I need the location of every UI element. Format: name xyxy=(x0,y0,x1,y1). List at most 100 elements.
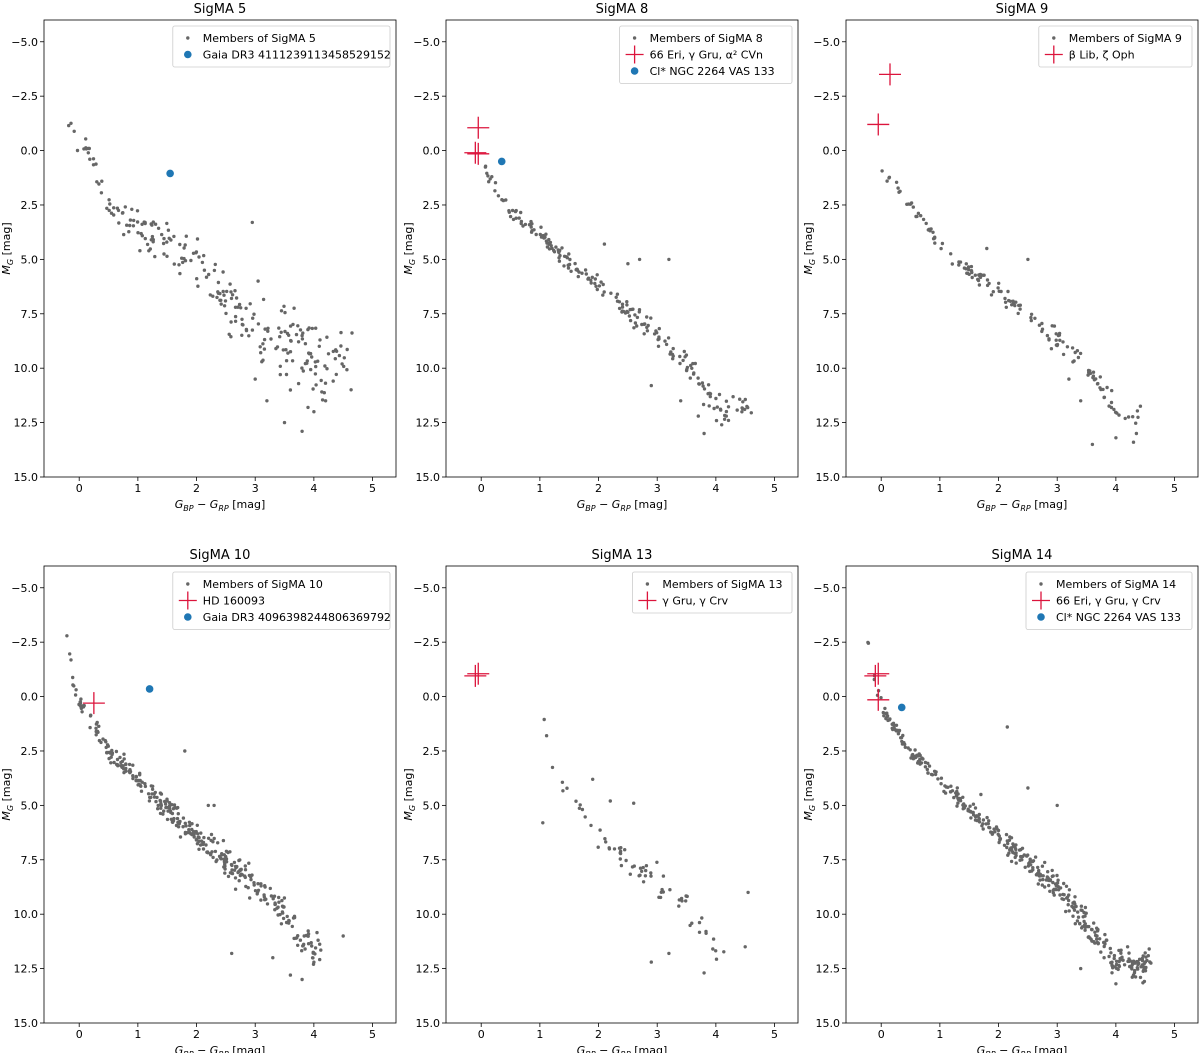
member-star xyxy=(323,364,327,368)
member-star xyxy=(172,234,176,239)
member-star xyxy=(209,853,213,857)
member-star xyxy=(1112,956,1116,961)
member-star xyxy=(1114,982,1118,986)
member-star xyxy=(630,865,635,869)
member-star xyxy=(250,220,254,225)
member-star xyxy=(134,775,138,779)
member-star xyxy=(122,232,126,237)
member-star xyxy=(523,222,528,227)
member-star xyxy=(534,232,538,237)
member-star xyxy=(161,812,165,816)
member-star xyxy=(933,772,938,777)
member-star xyxy=(95,720,99,725)
member-star xyxy=(280,898,284,903)
x-tick-label: 4 xyxy=(310,1028,317,1041)
member-star xyxy=(175,816,180,821)
member-star xyxy=(956,801,960,805)
member-star xyxy=(637,310,641,314)
member-star xyxy=(591,777,595,781)
member-star xyxy=(989,830,993,834)
member-star xyxy=(1026,864,1031,868)
member-star xyxy=(1126,415,1131,419)
member-star xyxy=(97,738,102,743)
member-star xyxy=(549,244,553,248)
member-star xyxy=(237,879,241,883)
member-star xyxy=(589,281,593,285)
member-star xyxy=(68,652,72,656)
member-star xyxy=(1118,958,1123,962)
member-star xyxy=(278,372,282,377)
member-star xyxy=(302,934,306,938)
member-star xyxy=(220,852,224,856)
member-star xyxy=(225,289,229,294)
member-star xyxy=(996,286,1000,290)
legend-label: Members of SigMA 13 xyxy=(662,578,782,591)
member-star xyxy=(1099,950,1103,954)
member-star xyxy=(72,129,76,133)
member-star xyxy=(107,208,111,213)
member-star xyxy=(933,235,937,239)
member-star xyxy=(108,750,113,755)
member-star xyxy=(1095,929,1100,933)
member-star xyxy=(644,864,649,868)
member-star xyxy=(612,847,617,851)
member-star xyxy=(638,873,642,877)
member-star xyxy=(554,245,558,249)
x-tick-label: 3 xyxy=(252,1028,259,1041)
member-star xyxy=(182,246,186,250)
member-star xyxy=(894,180,899,184)
member-star xyxy=(641,865,645,870)
member-star xyxy=(977,283,982,287)
chart-title: SigMA 8 xyxy=(596,2,649,17)
member-star xyxy=(689,363,693,368)
member-star xyxy=(955,804,959,808)
member-star xyxy=(1005,839,1009,843)
member-star xyxy=(981,273,985,277)
member-star xyxy=(664,342,669,347)
member-star xyxy=(967,268,971,272)
member-star xyxy=(109,761,113,765)
y-tick-label: −2.5 xyxy=(813,90,840,103)
member-star xyxy=(260,360,264,364)
member-star xyxy=(319,948,323,952)
member-star xyxy=(349,388,353,392)
member-star xyxy=(896,186,900,190)
member-star xyxy=(250,328,255,332)
member-star xyxy=(741,400,745,404)
member-star xyxy=(240,333,244,337)
member-star xyxy=(162,252,166,256)
member-star xyxy=(71,683,75,687)
member-star xyxy=(115,757,120,762)
member-star xyxy=(146,792,151,796)
member-star xyxy=(197,847,201,851)
member-star xyxy=(306,405,310,410)
member-star xyxy=(1020,846,1025,850)
member-star xyxy=(657,335,661,339)
member-star xyxy=(323,399,328,403)
member-star xyxy=(162,236,166,241)
member-star xyxy=(292,306,296,310)
y-tick-label: 15.0 xyxy=(816,471,841,484)
member-star xyxy=(1138,975,1143,980)
member-star xyxy=(281,911,285,915)
member-star xyxy=(202,253,206,258)
member-star xyxy=(1010,848,1014,853)
member-star xyxy=(251,316,255,320)
member-star xyxy=(697,382,701,386)
member-star xyxy=(1040,321,1044,326)
y-tick-label: −5.0 xyxy=(11,36,38,49)
member-star xyxy=(601,293,605,297)
member-star xyxy=(199,831,203,835)
member-star xyxy=(964,267,968,271)
member-star xyxy=(996,832,1000,836)
member-star xyxy=(1061,897,1066,902)
member-star xyxy=(230,868,234,872)
member-star xyxy=(1072,900,1076,904)
member-star xyxy=(608,799,612,803)
member-star xyxy=(262,347,267,351)
y-tick-label: 7.5 xyxy=(21,308,39,321)
member-star xyxy=(294,936,298,940)
x-tick-label: 2 xyxy=(595,1028,602,1041)
member-star xyxy=(135,209,140,213)
member-star xyxy=(1041,877,1045,882)
